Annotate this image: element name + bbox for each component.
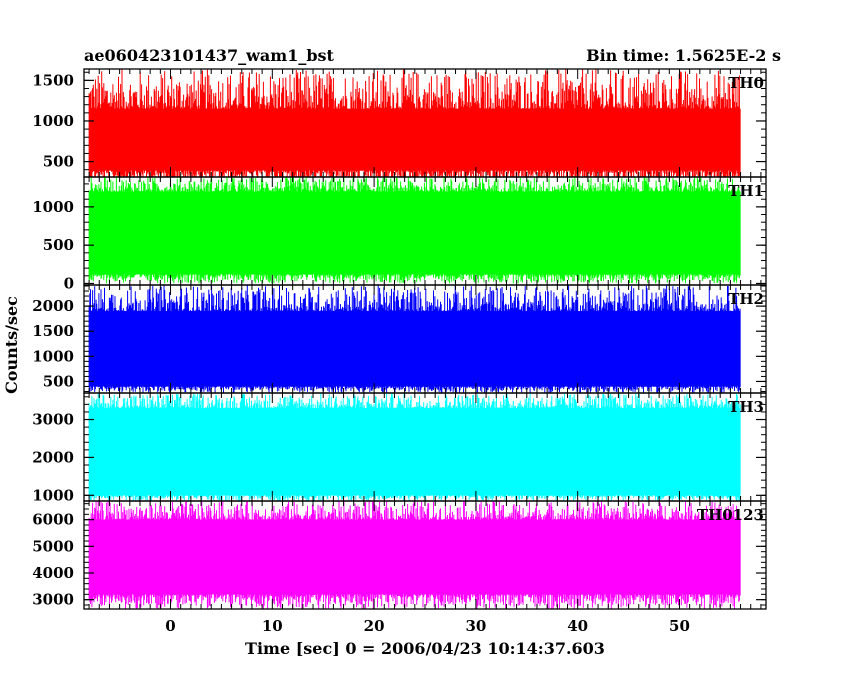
light-curve-spikes <box>88 69 741 177</box>
panel-th0123: 3000 4000 5000 6000 TH0123 <box>32 500 767 610</box>
x-tick-label: 30 <box>465 617 486 635</box>
y-tick-label: 5000 <box>32 537 74 555</box>
x-tick-label: 20 <box>364 617 385 635</box>
panel-th1: 0 500 1000 TH1 <box>32 176 767 292</box>
panel-th0: 500 1000 1500 TH0 <box>32 68 767 178</box>
y-tick-label: 1000 <box>32 112 74 130</box>
bin-time-label: Bin time: 1.5625E-2 s <box>586 46 781 65</box>
y-tick-label: 1500 <box>32 322 74 340</box>
panel-th2: 500 1000 1500 2000 TH2 <box>32 284 767 394</box>
y-tick-label: 3000 <box>32 591 74 609</box>
y-tick-label: 500 <box>43 372 74 390</box>
x-tick-label: 40 <box>567 617 588 635</box>
y-tick-label: 1500 <box>32 71 74 89</box>
light-curve-th0 <box>88 69 741 177</box>
y-tick-label: 3000 <box>32 411 74 429</box>
y-tick-label: 4000 <box>32 564 74 582</box>
x-axis-label: Time [sec] 0 = 2006/04/23 10:14:37.603 <box>245 639 605 658</box>
y-tick-label: 0 <box>64 274 74 292</box>
x-tick-label: 10 <box>262 617 283 635</box>
y-tick-label: 1000 <box>32 347 74 365</box>
light-curve-spikes <box>88 285 741 393</box>
x-tick-label: 50 <box>669 617 690 635</box>
light-curve-spikes <box>88 393 741 501</box>
panel-label: TH0 <box>728 74 764 92</box>
y-tick-label: 500 <box>43 153 74 171</box>
panel-label: TH3 <box>728 398 764 416</box>
light-curve-th3 <box>88 393 741 501</box>
x-tick-label: 0 <box>165 617 175 635</box>
y-tick-label: 2000 <box>32 448 74 466</box>
light-curve-th2 <box>88 285 741 393</box>
y-tick-label: 6000 <box>32 511 74 529</box>
y-axis-label: Counts/sec <box>2 296 21 394</box>
chart-title: ae060423101437_wam1_bst <box>84 46 335 65</box>
panel-label: TH1 <box>728 182 764 200</box>
panel-th3: 1000 2000 3000 TH3 <box>32 392 767 504</box>
y-tick-label: 2000 <box>32 297 74 315</box>
y-tick-label: 1000 <box>32 198 74 216</box>
panel-label: TH2 <box>728 290 764 308</box>
y-tick-label: 1000 <box>32 486 74 504</box>
light-curve-th0123 <box>88 501 741 609</box>
light-curve-spikes <box>88 501 741 609</box>
light-curve-th1 <box>88 177 741 284</box>
panel-label: TH0123 <box>697 506 764 524</box>
light-curve-spikes <box>88 177 741 284</box>
y-tick-label: 500 <box>43 236 74 254</box>
